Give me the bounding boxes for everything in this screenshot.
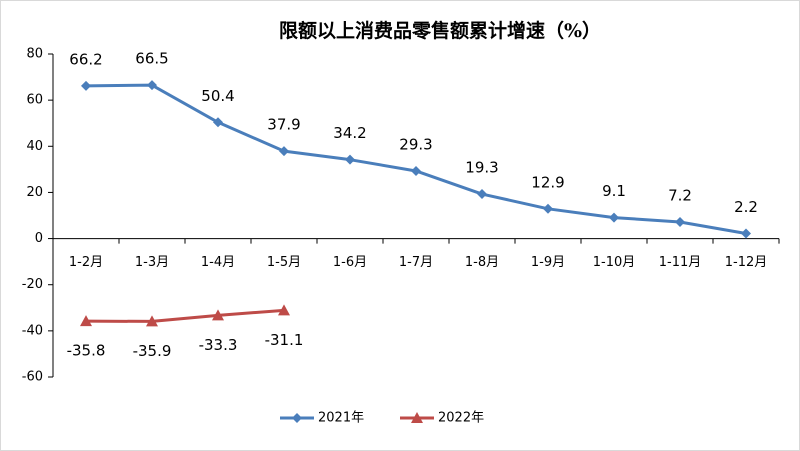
point-marker — [279, 146, 289, 157]
point-marker — [81, 80, 91, 91]
point-marker — [80, 315, 92, 327]
point-marker — [411, 412, 423, 423]
legend-label: 2021年 — [318, 411, 364, 426]
data-label: 19.3 — [465, 159, 498, 177]
y-tick-label: -40 — [22, 323, 43, 338]
point-marker — [292, 413, 302, 423]
y-tick-label: -20 — [22, 277, 43, 292]
y-tick-label: 20 — [26, 185, 43, 200]
data-label: -33.3 — [199, 336, 238, 354]
x-tick-label: 1-9月 — [531, 255, 565, 270]
data-label: 37.9 — [267, 116, 300, 134]
data-label: -35.8 — [67, 342, 106, 360]
data-label: 7.2 — [668, 186, 692, 204]
point-marker — [147, 80, 157, 91]
point-marker — [345, 154, 355, 165]
series-line — [85, 308, 285, 323]
point-marker — [411, 165, 421, 176]
point-marker — [675, 216, 685, 227]
data-label: 12.9 — [531, 173, 564, 191]
data-label: -31.1 — [265, 331, 304, 349]
chart-title: 限额以上消费品零售额累计增速（%） — [279, 19, 601, 42]
point-marker — [741, 228, 751, 239]
x-tick-label: 1-10月 — [593, 255, 636, 270]
y-tick-label: -60 — [22, 370, 43, 385]
data-label: -35.9 — [133, 342, 172, 360]
y-tick-label: 80 — [26, 47, 43, 62]
x-tick-label: 1-4月 — [201, 255, 235, 270]
point-marker — [609, 212, 619, 223]
point-marker — [212, 309, 224, 321]
data-label: 66.5 — [135, 50, 168, 68]
y-tick-label: 40 — [26, 139, 43, 154]
x-tick-label: 1-2月 — [69, 255, 103, 270]
x-tick-label: 1-7月 — [399, 255, 433, 270]
point-marker — [477, 189, 487, 200]
data-label: 50.4 — [201, 87, 234, 105]
data-label: 29.3 — [399, 135, 432, 153]
data-label: 34.2 — [333, 124, 366, 142]
data-label: 2.2 — [734, 198, 758, 216]
y-tick-label: 60 — [26, 93, 43, 108]
x-tick-label: 1-3月 — [135, 255, 169, 270]
point-marker — [543, 203, 553, 214]
x-tick-label: 1-11月 — [659, 255, 702, 270]
x-tick-label: 1-8月 — [465, 255, 499, 270]
point-marker — [278, 304, 290, 316]
point-marker — [146, 315, 158, 327]
legend-label: 2022年 — [438, 411, 484, 426]
data-label: 66.2 — [69, 50, 102, 68]
point-marker — [213, 117, 223, 128]
data-label: 9.1 — [602, 182, 626, 200]
x-tick-label: 1-5月 — [267, 255, 301, 270]
x-tick-label: 1-12月 — [725, 255, 768, 270]
x-tick-label: 1-6月 — [333, 255, 367, 270]
y-tick-label: 0 — [35, 231, 43, 246]
